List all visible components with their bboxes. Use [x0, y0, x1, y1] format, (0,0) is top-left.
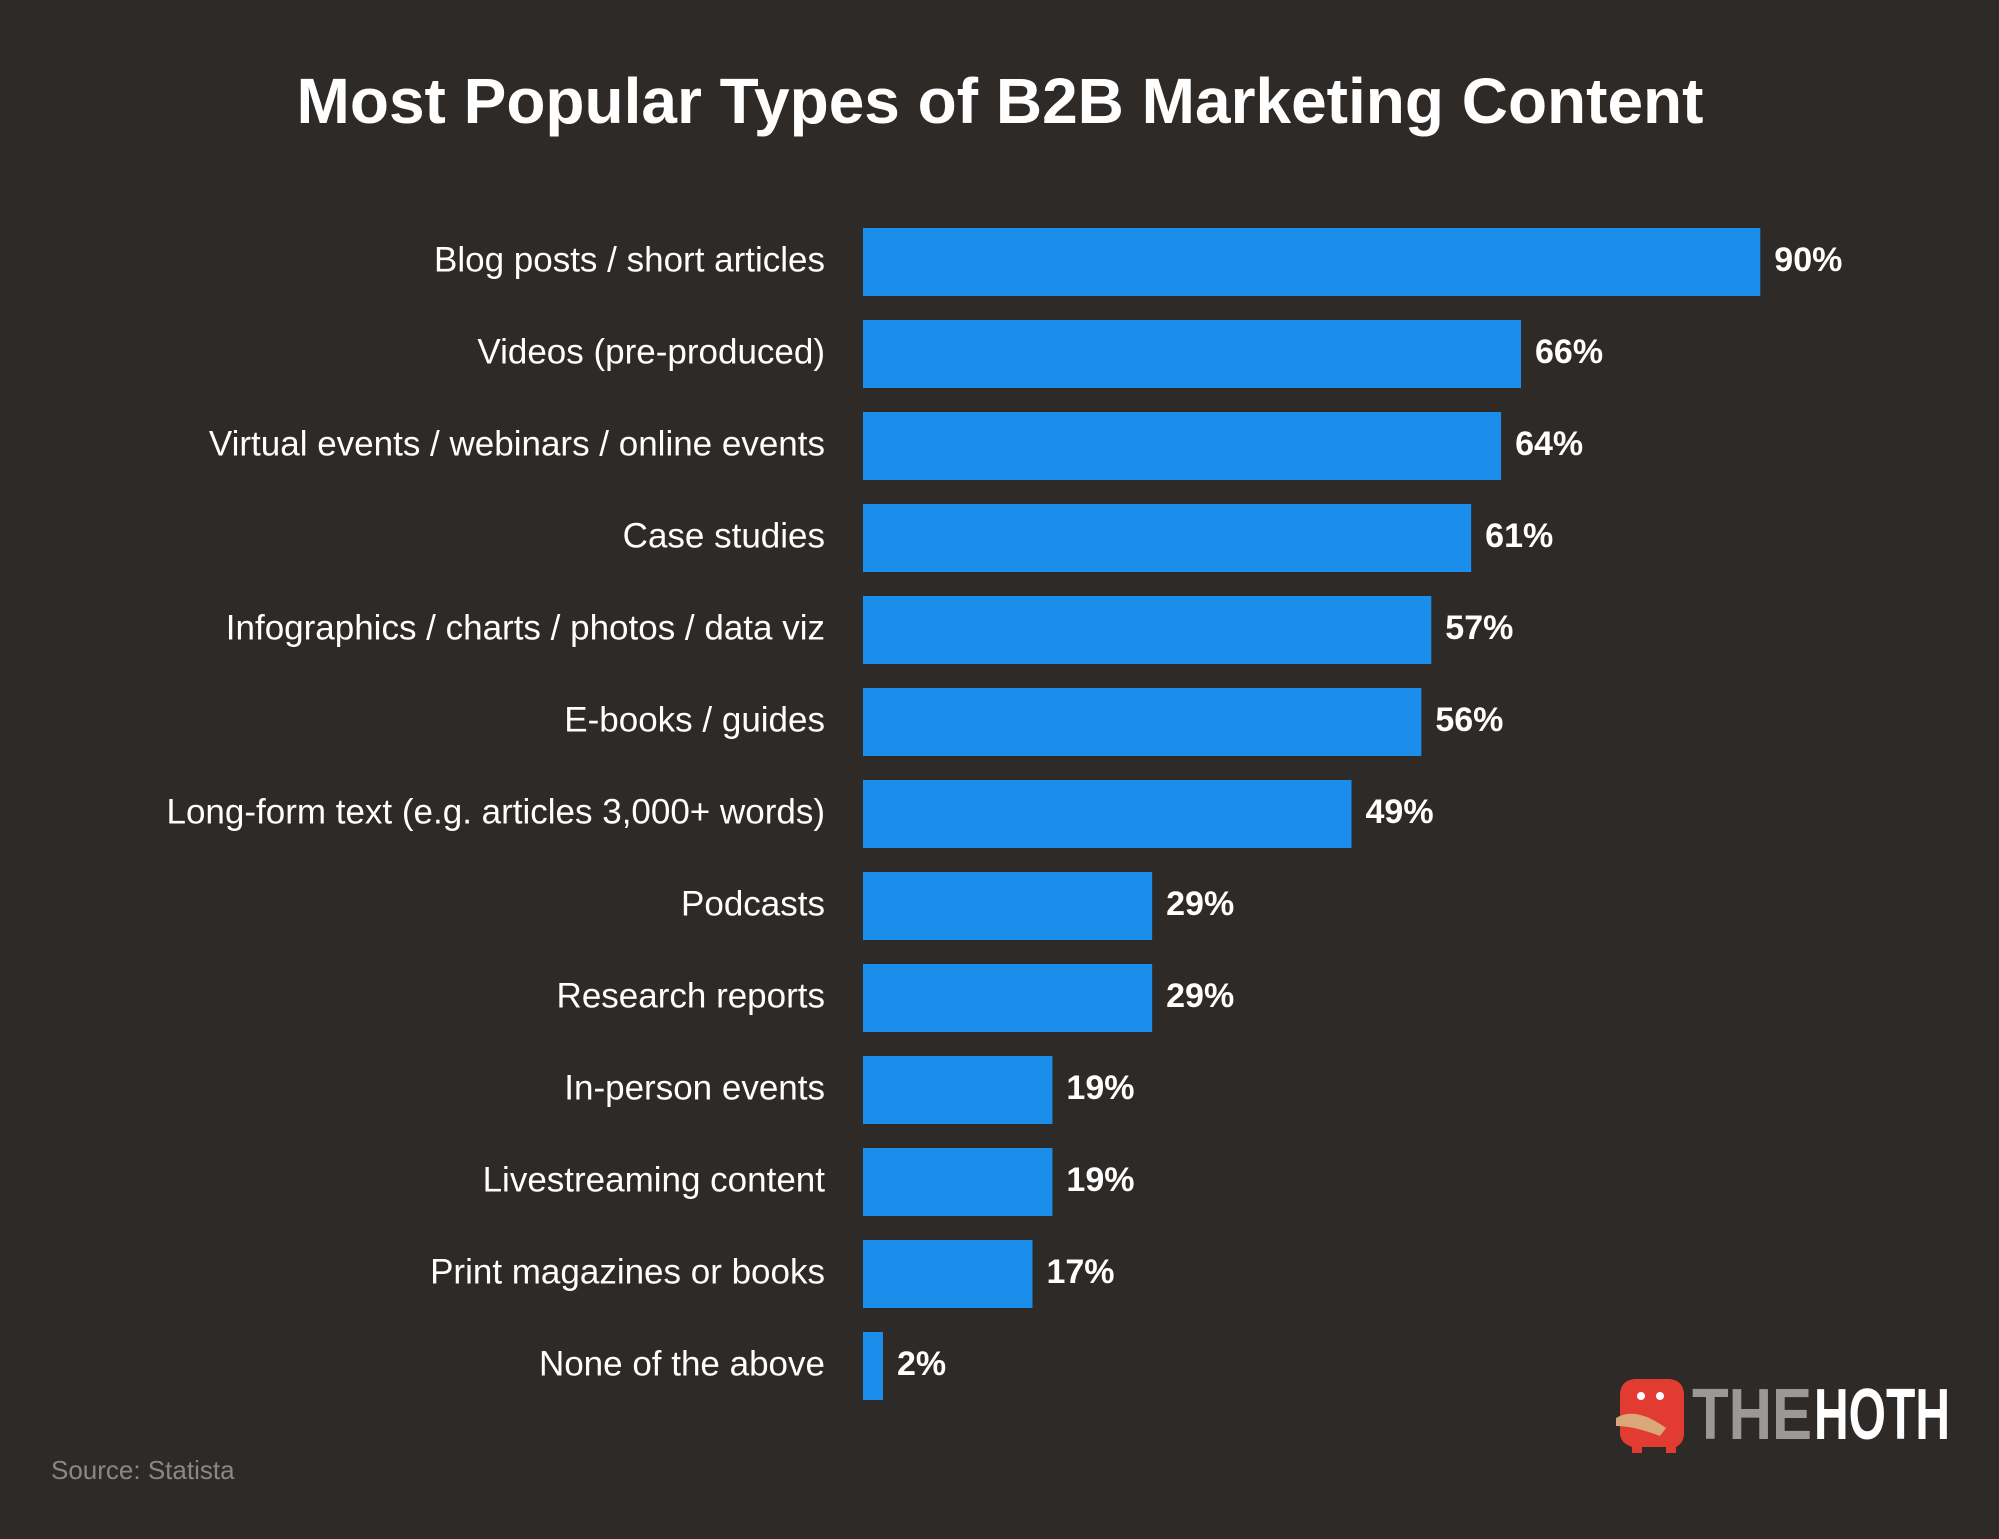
- logo-text: THE: [1692, 1375, 1812, 1455]
- category-label: Infographics / charts / photos / data vi…: [226, 608, 825, 647]
- value-label: 57%: [1445, 609, 1513, 647]
- value-label: 29%: [1166, 977, 1234, 1015]
- value-label: 56%: [1435, 701, 1503, 739]
- category-label: Case studies: [623, 516, 825, 555]
- category-label: Print magazines or books: [430, 1252, 825, 1291]
- bar: [863, 1240, 1033, 1308]
- category-label: Podcasts: [681, 884, 825, 923]
- value-label: 29%: [1166, 885, 1234, 923]
- category-label: Long-form text (e.g. articles 3,000+ wor…: [167, 792, 826, 831]
- category-label: In-person events: [564, 1068, 825, 1107]
- category-label: E-books / guides: [564, 700, 825, 739]
- bar: [863, 412, 1502, 480]
- category-label: Blog posts / short articles: [434, 240, 825, 279]
- bar: [863, 964, 1153, 1032]
- category-label: None of the above: [539, 1344, 825, 1383]
- logo: THE HOTH: [1616, 1375, 1950, 1455]
- value-label: 17%: [1046, 1253, 1114, 1291]
- value-label: 49%: [1366, 793, 1434, 831]
- value-label: 90%: [1774, 241, 1842, 279]
- value-label: 66%: [1535, 333, 1603, 371]
- chart-title: Most Popular Types of B2B Marketing Cont…: [297, 65, 1704, 137]
- value-label: 2%: [897, 1345, 946, 1383]
- category-label: Videos (pre-produced): [477, 332, 825, 371]
- bar: [863, 504, 1472, 572]
- logo-eye: [1637, 1392, 1645, 1400]
- category-label: Livestreaming content: [483, 1160, 826, 1199]
- bar: [863, 596, 1432, 664]
- bar: [863, 1148, 1053, 1216]
- category-label: Virtual events / webinars / online event…: [209, 424, 825, 463]
- bar: [863, 320, 1522, 388]
- bar: [863, 1056, 1053, 1124]
- source: Source: Statista: [51, 1455, 235, 1485]
- bar: [863, 228, 1761, 296]
- bar: [863, 1332, 883, 1400]
- bar: [863, 780, 1352, 848]
- logo-mascot: [1620, 1379, 1684, 1453]
- logo-eye: [1656, 1392, 1664, 1400]
- value-label: 61%: [1485, 517, 1553, 555]
- logo-club: [1616, 1413, 1666, 1436]
- value-label: 19%: [1066, 1069, 1134, 1107]
- logo-text: HOTH: [1814, 1375, 1950, 1455]
- bar: [863, 688, 1422, 756]
- value-label: 64%: [1515, 425, 1583, 463]
- category-label: Research reports: [557, 976, 825, 1015]
- bar: [863, 872, 1153, 940]
- value-label: 19%: [1066, 1161, 1134, 1199]
